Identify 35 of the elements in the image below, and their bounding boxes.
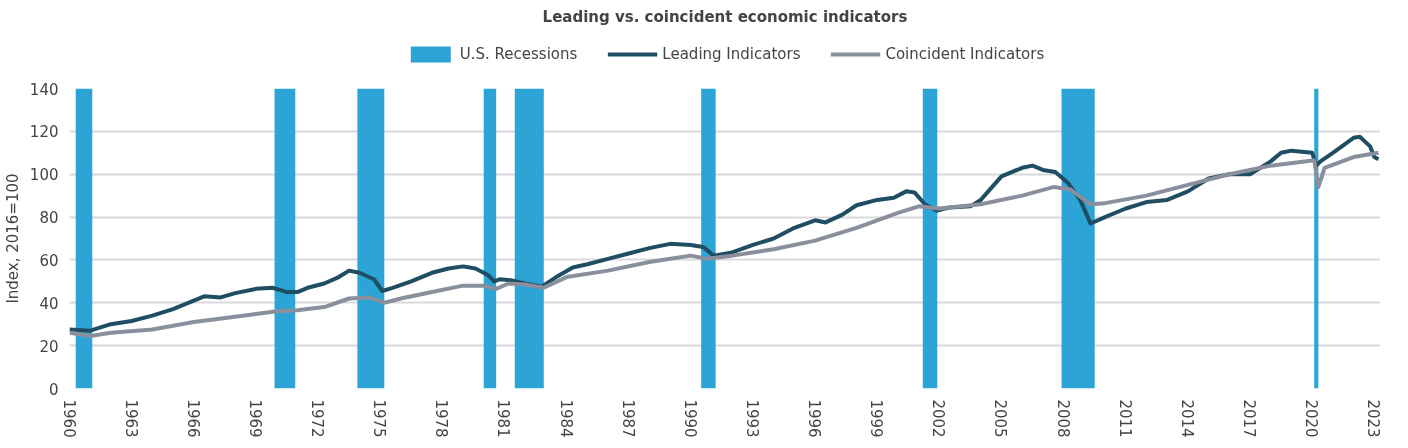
y-tick-label: 0	[48, 380, 59, 399]
x-tick-label: 2011	[1115, 399, 1134, 438]
x-tick-label: 1990	[680, 399, 699, 438]
y-tick-label: 20	[39, 337, 59, 356]
x-tick-label: 1960	[59, 399, 78, 438]
x-tick-label: 1972	[308, 399, 327, 438]
legend-label: Coincident Indicators	[885, 45, 1045, 63]
x-tick-label: 2008	[1053, 399, 1072, 438]
y-tick-label: 120	[29, 123, 59, 142]
x-tick-label: 2020	[1302, 399, 1321, 438]
x-tick-label: 2005	[991, 399, 1010, 438]
x-tick-label: 1996	[805, 399, 824, 438]
x-tick-label: 1963	[121, 399, 140, 438]
y-tick-label: 60	[39, 251, 59, 270]
x-tick-label: 1969	[245, 399, 264, 438]
y-tick-label: 140	[29, 80, 59, 99]
x-tick-label: 2002	[929, 399, 948, 438]
x-tick-label: 1978	[432, 399, 451, 438]
x-tick-label: 1981	[494, 399, 513, 438]
x-tick-label: 1999	[867, 399, 886, 438]
y-tick-label: 100	[29, 166, 59, 185]
x-tick-label: 1975	[370, 399, 389, 438]
x-tick-label: 1984	[556, 399, 575, 438]
legend-label: Leading Indicators	[662, 45, 801, 63]
y-tick-label: 40	[39, 294, 59, 313]
legend-label: U.S. Recessions	[459, 45, 578, 63]
chart-title: Leading vs. coincident economic indicators	[542, 7, 908, 26]
x-tick-label: 2014	[1177, 399, 1196, 438]
x-tick-label: 1993	[742, 399, 761, 438]
x-tick-label: 1966	[183, 399, 202, 438]
y-axis-title: Index, 2016=100	[3, 173, 22, 304]
x-tick-label: 2017	[1240, 399, 1259, 438]
x-tick-label: 2023	[1364, 399, 1383, 438]
x-tick-label: 1987	[618, 399, 637, 438]
y-tick-label: 80	[39, 209, 59, 228]
